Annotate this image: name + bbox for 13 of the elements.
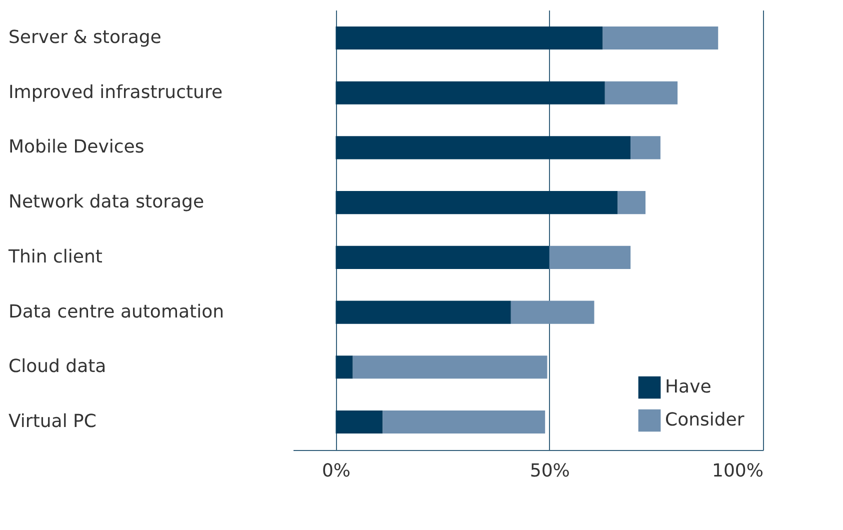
x-tick-label: 100% (712, 460, 764, 482)
x-tick-label: 0% (322, 460, 351, 482)
y-tick-label: Data centre automation (8, 301, 224, 322)
y-tick-label: Mobile Devices (8, 136, 144, 158)
y-tick-label: Network data storage (8, 192, 204, 213)
y-tick-label: Server & storage (8, 26, 162, 48)
x-tick-label: 50% (530, 460, 570, 482)
y-tick-label: Improved infrastructure (8, 82, 223, 103)
y-tick-label: Virtual PC (8, 411, 96, 432)
legend-label: Have (665, 376, 712, 398)
legend-label: Consider (665, 410, 745, 430)
y-tick-label: Cloud data (8, 356, 106, 378)
y-tick-label: Thin client (8, 246, 102, 268)
